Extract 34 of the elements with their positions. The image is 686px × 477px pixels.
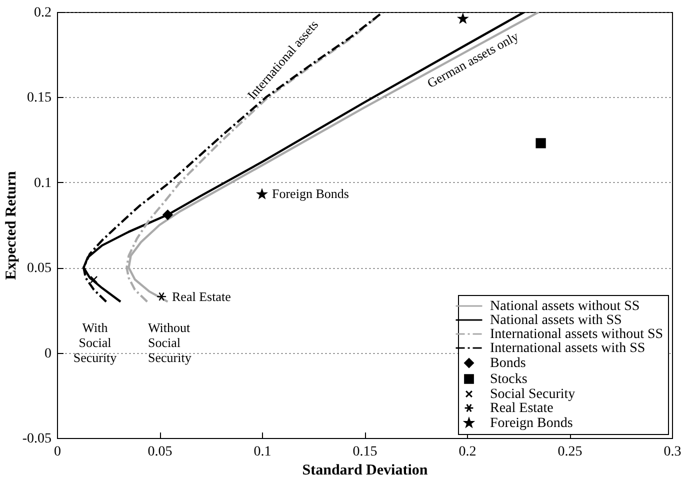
y-tick-label: 0.15: [27, 90, 52, 106]
x-tick-label: 0.3: [664, 444, 682, 460]
point: [156, 292, 167, 302]
legend-label: Social Security: [490, 387, 576, 402]
x-tick-label: 0.1: [254, 444, 272, 460]
y-tick-label: -0.05: [22, 432, 52, 446]
legend-label: Bonds: [490, 356, 526, 371]
legend-label: Foreign Bonds: [490, 416, 573, 431]
point: [257, 189, 267, 199]
annotation: Foreign Bonds: [272, 186, 349, 201]
x-tick-label: 0.25: [558, 444, 582, 460]
point: [162, 210, 173, 220]
y-tick-label: 0.2: [34, 6, 52, 20]
x-axis-title: Standard Deviation: [302, 462, 428, 477]
point: [90, 276, 98, 284]
legend-label: National assets with SS: [490, 313, 622, 328]
annotation: Without Social Security: [148, 320, 192, 365]
legend-label: National assets without SS: [490, 299, 640, 314]
y-tick-label: 0.1: [34, 176, 52, 191]
legend-label: International assets with SS: [490, 341, 646, 356]
annotation: Real Estate: [172, 289, 232, 304]
legend-label: Stocks: [490, 372, 528, 387]
legend-label: Real Estate: [490, 401, 554, 416]
y-tick-label: 0.05: [27, 261, 52, 276]
point: [458, 14, 468, 24]
legend-label: International assets without SS: [490, 327, 664, 342]
point: [536, 138, 546, 148]
annotation: With Social Security: [73, 320, 118, 365]
x-tick-label: 0.2: [458, 444, 476, 460]
y-tick-label: 0: [44, 346, 52, 362]
x-tick-label: 0.05: [148, 444, 172, 460]
y-axis-title: Expected Return: [3, 170, 20, 280]
x-tick-label: 0: [54, 444, 61, 460]
x-tick-label: 0.15: [352, 444, 378, 460]
